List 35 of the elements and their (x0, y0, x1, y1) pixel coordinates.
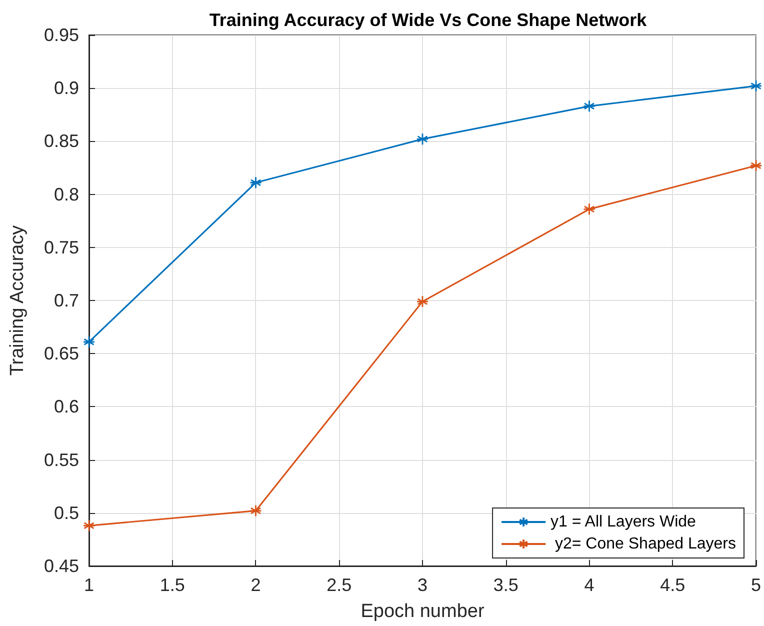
point (250, 504, 262, 517)
y-axis-title: Training Accuracy (7, 224, 28, 376)
y-tick-label: 0.85 (44, 131, 79, 152)
point (416, 132, 429, 146)
legend-label: y2= Cone Shaped Layers (550, 536, 736, 552)
point (750, 159, 762, 172)
y-tick-label: 0.95 (44, 25, 79, 45)
x-tick-label: 4.5 (660, 575, 686, 595)
y-tick-label: 0.8 (54, 184, 79, 204)
y-tick-label: 0.75 (44, 237, 79, 258)
y-tick-label: 0.65 (44, 344, 79, 364)
x-tick-label: 2 (250, 575, 261, 595)
y-tick-label: 0.5 (54, 502, 79, 523)
x-tick-label: 2.5 (326, 575, 352, 595)
chart-title: Training Accuracy of Wide Vs Cone Shape Network (209, 10, 648, 30)
point (416, 295, 429, 308)
y-tick-label: 0.45 (44, 556, 79, 576)
y-tick-label: 0.55 (44, 450, 79, 470)
x-tick-label: 3.5 (493, 575, 518, 595)
x-tick-label: 4 (584, 575, 594, 595)
y-tick-label: 0.9 (54, 78, 79, 98)
point (583, 100, 596, 112)
x-tick-label: 1 (84, 575, 94, 595)
legend-label: y1 = All Layers Wide (550, 514, 696, 530)
x-tick-label: 1.5 (160, 575, 185, 595)
x-tick-label: 5 (750, 575, 761, 595)
y-tick-label: 0.7 (54, 290, 79, 310)
x-tick-label: 3 (417, 575, 428, 595)
point (750, 80, 762, 92)
point (250, 176, 262, 189)
x-axis-title: Epoch number (360, 601, 485, 622)
y-tick-label: 0.6 (54, 396, 79, 417)
point (82, 336, 96, 348)
point (583, 202, 596, 216)
point (82, 519, 96, 532)
